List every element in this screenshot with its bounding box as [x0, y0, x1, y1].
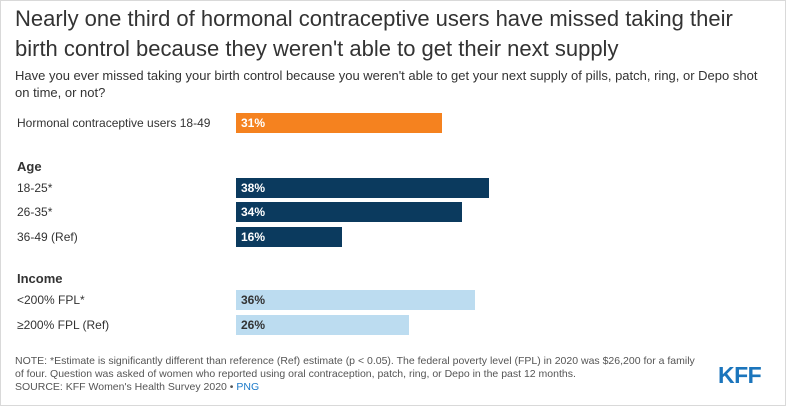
row-label: ≥200% FPL (Ref)	[17, 315, 109, 335]
row-label: 36-49 (Ref)	[17, 227, 78, 247]
row-label: 18-25*	[17, 178, 52, 198]
note-text: NOTE: *Estimate is significantly differe…	[15, 355, 705, 381]
source-line: SOURCE: KFF Women's Health Survey 2020 •…	[15, 381, 705, 394]
kff-logo: KFF	[718, 362, 761, 389]
bar	[236, 202, 462, 222]
bar-value-label: 26%	[241, 315, 265, 335]
footnote: NOTE: *Estimate is significantly differe…	[15, 355, 705, 394]
png-download-link[interactable]: PNG	[236, 381, 259, 393]
chart-title: Nearly one third of hormonal contracepti…	[15, 4, 775, 64]
section-heading-income: Income	[17, 271, 63, 286]
bar-value-label: 34%	[241, 202, 265, 222]
row-label: <200% FPL*	[17, 290, 85, 310]
bar-value-label: 16%	[241, 227, 265, 247]
bar	[236, 290, 475, 310]
bar	[236, 178, 489, 198]
bar-value-label: 38%	[241, 178, 265, 198]
section-heading-age: Age	[17, 159, 42, 174]
bar	[236, 113, 442, 133]
chart-subtitle: Have you ever missed taking your birth c…	[15, 67, 775, 101]
bar-value-label: 31%	[241, 113, 265, 133]
row-label: Hormonal contraceptive users 18-49	[17, 113, 210, 133]
row-label: 26-35*	[17, 202, 52, 222]
bar-value-label: 36%	[241, 290, 265, 310]
source-text: SOURCE: KFF Women's Health Survey 2020 •	[15, 381, 236, 393]
